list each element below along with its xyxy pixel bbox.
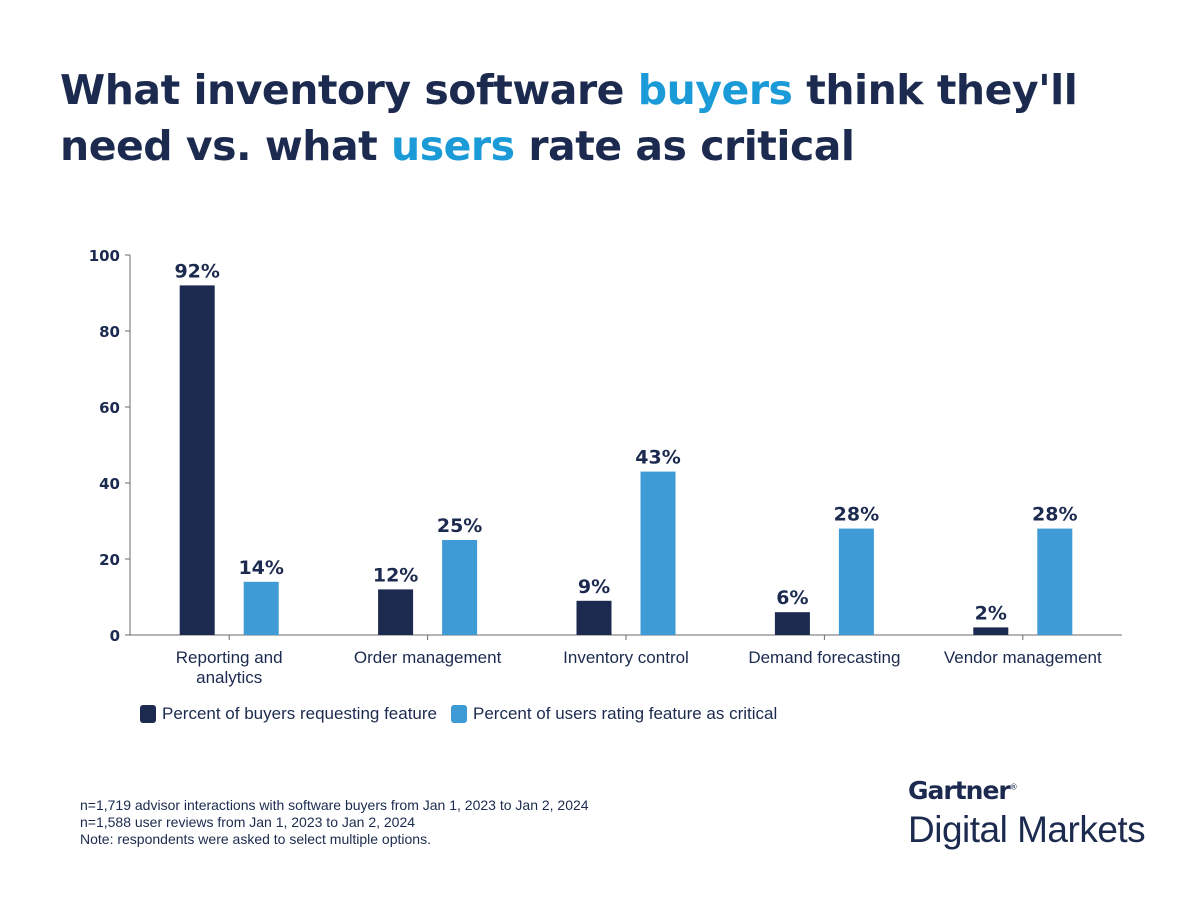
bar-buyers (774, 612, 810, 635)
title-part-3: rate as critical (514, 122, 855, 170)
y-tick-label: 80 (99, 323, 120, 341)
y-tick-label: 60 (99, 399, 120, 417)
data-label-buyers: 2% (975, 602, 1007, 624)
x-tick-label: Reporting and (176, 648, 283, 667)
legend-item-users: Percent of users rating feature as criti… (451, 704, 777, 724)
data-label-users: 43% (635, 447, 680, 469)
bar-buyers (378, 589, 414, 635)
legend-swatch-buyers (140, 705, 156, 723)
bar-buyers (973, 627, 1009, 635)
x-tick-label: Order management (354, 648, 502, 667)
y-tick-label: 40 (99, 475, 120, 493)
data-label-users: 28% (834, 504, 879, 526)
bar-buyers (576, 600, 612, 635)
legend-swatch-users (451, 705, 467, 723)
data-label-buyers: 9% (578, 576, 610, 598)
legend-label-users: Percent of users rating feature as criti… (473, 704, 778, 723)
x-tick-label: analytics (196, 668, 262, 687)
data-label-users: 14% (238, 557, 283, 579)
legend-item-buyers: Percent of buyers requesting feature (140, 704, 437, 724)
data-label-buyers: 6% (776, 587, 808, 609)
footnote-users-sample: n=1,588 user reviews from Jan 1, 2023 to… (80, 814, 416, 830)
y-tick-label: 0 (110, 627, 120, 645)
gartner-logo: Gartner® Digital Markets (908, 776, 1146, 851)
bar-users (442, 540, 478, 635)
data-label-users: 25% (437, 515, 482, 537)
legend-label-buyers: Percent of buyers requesting feature (162, 704, 437, 723)
brand-name: Gartner (908, 776, 1011, 805)
y-tick-label: 20 (99, 551, 120, 569)
x-tick-label: Inventory control (563, 648, 689, 667)
bar-users (243, 581, 279, 635)
registered-mark: ® (1009, 782, 1018, 792)
y-tick-label: 100 (89, 247, 120, 265)
title-part-2: think they'll need vs. what (60, 66, 1078, 170)
bar-users (838, 528, 874, 635)
bar-users (640, 471, 676, 635)
data-label-users: 28% (1032, 504, 1077, 526)
data-label-buyers: 12% (373, 564, 418, 586)
chart-title: What inventory software buyers think the… (60, 62, 1160, 174)
footnote-buyers-sample: n=1,719 advisor interactions with softwa… (80, 797, 589, 813)
x-tick-label: Vendor management (944, 648, 1102, 667)
footnotes: n=1,719 advisor interactions with softwa… (80, 797, 589, 848)
footnote-multiple-options: Note: respondents were asked to select m… (80, 831, 431, 847)
title-highlight-users: users (391, 122, 515, 170)
bar-users (1037, 528, 1073, 635)
title-part-1: What inventory software (60, 66, 638, 114)
data-label-buyers: 92% (174, 260, 219, 282)
x-tick-label: Demand forecasting (748, 648, 900, 667)
chart-legend: Percent of buyers requesting feature Per… (140, 704, 791, 724)
bar-buyers (179, 285, 215, 635)
title-highlight-buyers: buyers (637, 66, 793, 114)
brand-subtitle: Digital Markets (908, 809, 1146, 850)
